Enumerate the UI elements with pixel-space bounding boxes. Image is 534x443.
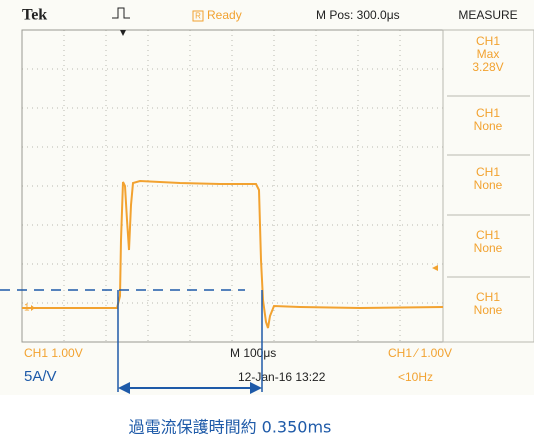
readout-line: CH1 [476,228,500,242]
readout-line: CH1 [476,290,500,304]
readout-line: None [474,119,503,133]
readout-line: CH1 [476,165,500,179]
status-icon: R [195,12,201,21]
readout-line: Max [477,47,500,61]
status: Ready [207,8,242,22]
readout-line: None [474,241,503,255]
measure-title: MEASURE [458,8,517,22]
readout-line: CH1 [476,34,500,48]
trigger-setting: CH1 ⁄ 1.00V [388,346,452,360]
readout-line: None [474,303,503,317]
channel-scale: CH1 1.00V [24,346,83,360]
caption: 過電流保護時間約 0.350ms [129,418,332,437]
position: M Pos: 300.0μs [316,8,400,22]
oscilloscope-screenshot: Tek R Ready M Pos: 300.0μs MEASURE CH1Ma… [0,0,534,443]
frequency: <10Hz [398,370,433,384]
time-scale: M 100μs [230,346,276,360]
brand: Tek [22,7,47,24]
readout-line: 3.28V [472,60,503,74]
channel-marker: 1 [24,303,30,314]
readout-line: CH1 [476,106,500,120]
readout-line: None [474,178,503,192]
current-scale: 5A/V [24,368,57,385]
date: 12-Jan-16 13:22 [238,370,326,384]
